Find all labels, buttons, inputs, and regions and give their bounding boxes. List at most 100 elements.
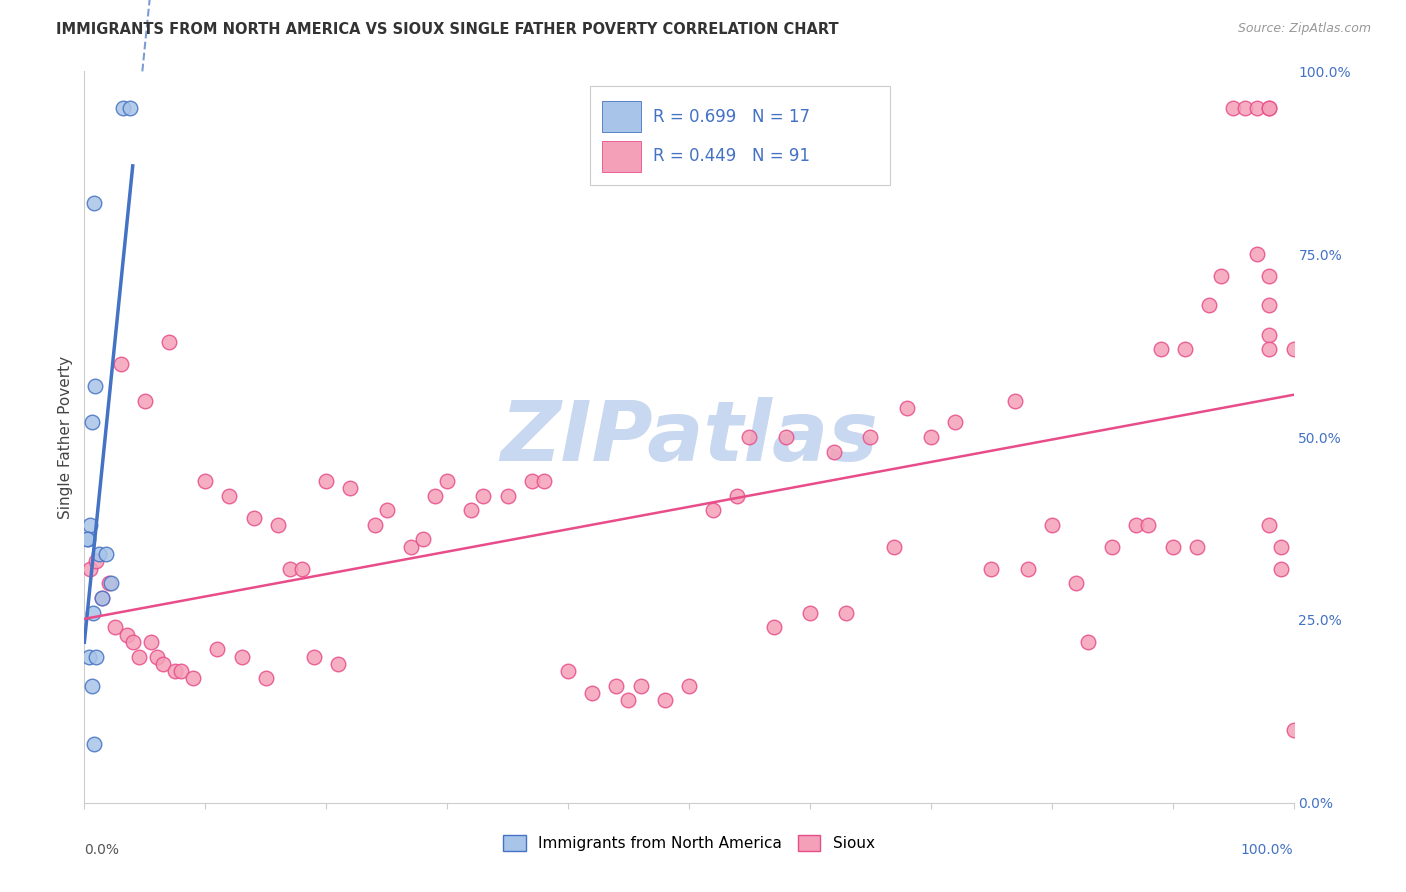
Point <box>254 672 277 686</box>
Point <box>1198 298 1220 312</box>
Point <box>920 430 942 444</box>
Point <box>943 416 966 430</box>
Point <box>170 664 193 678</box>
Point <box>1258 343 1281 357</box>
Point <box>859 430 882 444</box>
Point <box>231 649 253 664</box>
Point <box>165 664 187 678</box>
Point <box>557 664 579 678</box>
Point <box>207 642 229 657</box>
Text: 100.0%: 100.0% <box>1241 843 1294 857</box>
Point <box>139 635 162 649</box>
Point <box>87 547 110 561</box>
Point <box>97 576 120 591</box>
Point <box>835 606 858 620</box>
Point <box>1137 517 1160 532</box>
Point <box>157 334 180 349</box>
Point <box>363 517 385 532</box>
Point <box>194 474 217 488</box>
Point <box>1246 247 1268 261</box>
Point <box>423 489 446 503</box>
Point <box>86 649 108 664</box>
Y-axis label: Single Father Poverty: Single Father Poverty <box>58 356 73 518</box>
Point <box>1282 723 1305 737</box>
Point <box>128 649 150 664</box>
Legend: Immigrants from North America, Sioux: Immigrants from North America, Sioux <box>498 830 880 857</box>
Point <box>1258 101 1281 115</box>
Point <box>181 672 204 686</box>
Point <box>1246 101 1268 115</box>
Point <box>1282 343 1305 357</box>
Point <box>112 101 135 115</box>
Point <box>80 679 103 693</box>
Text: R = 0.449   N = 91: R = 0.449 N = 91 <box>652 147 810 165</box>
Point <box>1101 540 1123 554</box>
Point <box>738 430 761 444</box>
Point <box>762 620 785 634</box>
Point <box>110 357 132 371</box>
Point <box>1185 540 1208 554</box>
Point <box>86 554 108 568</box>
Point <box>134 393 156 408</box>
Point <box>278 562 301 576</box>
Point <box>605 679 627 693</box>
Point <box>520 474 543 488</box>
Point <box>315 474 337 488</box>
Point <box>91 591 114 605</box>
FancyBboxPatch shape <box>589 86 890 185</box>
Text: IMMIGRANTS FROM NORTH AMERICA VS SIOUX SINGLE FATHER POVERTY CORRELATION CHART: IMMIGRANTS FROM NORTH AMERICA VS SIOUX S… <box>56 22 839 37</box>
Point <box>581 686 603 700</box>
Point <box>267 517 290 532</box>
Point <box>82 606 104 620</box>
Point <box>218 489 240 503</box>
Point <box>120 101 142 115</box>
Point <box>1004 393 1026 408</box>
Point <box>399 540 422 554</box>
Point <box>76 533 98 547</box>
Point <box>104 620 127 634</box>
Point <box>1017 562 1039 576</box>
Point <box>1209 269 1232 284</box>
Point <box>1258 327 1281 342</box>
Point <box>496 489 519 503</box>
Point <box>291 562 314 576</box>
Point <box>896 401 918 415</box>
Point <box>702 503 724 517</box>
Point <box>328 657 350 671</box>
Bar <box>602 102 641 132</box>
Point <box>472 489 495 503</box>
Text: R = 0.699   N = 17: R = 0.699 N = 17 <box>652 108 810 126</box>
Point <box>1234 101 1257 115</box>
Point <box>1258 517 1281 532</box>
Point <box>80 416 103 430</box>
Text: 0.0%: 0.0% <box>84 843 120 857</box>
Point <box>1149 343 1171 357</box>
Point <box>1258 101 1281 115</box>
Point <box>533 474 555 488</box>
Point <box>100 576 122 591</box>
Bar <box>602 141 641 171</box>
Point <box>242 510 264 524</box>
Point <box>83 737 105 751</box>
Point <box>302 649 325 664</box>
Point <box>91 591 114 605</box>
Point <box>1064 576 1087 591</box>
Point <box>412 533 434 547</box>
Point <box>775 430 797 444</box>
Text: ZIPatlas: ZIPatlas <box>501 397 877 477</box>
Point <box>94 547 117 561</box>
Point <box>883 540 905 554</box>
Point <box>630 679 652 693</box>
Point <box>339 481 361 495</box>
Point <box>725 489 748 503</box>
Point <box>678 679 700 693</box>
Point <box>980 562 1002 576</box>
Point <box>146 649 169 664</box>
Point <box>1040 517 1063 532</box>
Point <box>1125 517 1147 532</box>
Point <box>375 503 398 517</box>
Point <box>460 503 482 517</box>
Point <box>83 196 105 211</box>
Point <box>79 562 101 576</box>
Point <box>121 635 143 649</box>
